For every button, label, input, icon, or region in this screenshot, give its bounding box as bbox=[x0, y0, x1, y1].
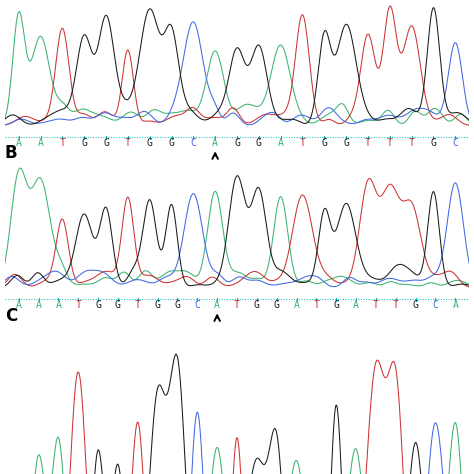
Text: T: T bbox=[135, 300, 141, 310]
Text: G: G bbox=[333, 300, 339, 310]
Text: C: C bbox=[194, 300, 200, 310]
Text: T: T bbox=[373, 300, 379, 310]
Text: C: C bbox=[452, 138, 458, 148]
Text: G: G bbox=[81, 138, 87, 148]
Text: T: T bbox=[387, 138, 393, 148]
Text: A: A bbox=[214, 300, 220, 310]
Text: A: A bbox=[55, 300, 61, 310]
Text: A: A bbox=[36, 300, 41, 310]
Text: T: T bbox=[125, 138, 131, 148]
Text: T: T bbox=[234, 300, 240, 310]
Text: G: G bbox=[413, 300, 419, 310]
Text: T: T bbox=[313, 300, 319, 310]
Text: G: G bbox=[103, 138, 109, 148]
Text: T: T bbox=[365, 138, 371, 148]
Text: T: T bbox=[59, 138, 65, 148]
Text: A: A bbox=[212, 138, 218, 148]
Text: G: G bbox=[174, 300, 181, 310]
Text: C: C bbox=[191, 138, 196, 148]
Text: T: T bbox=[393, 300, 399, 310]
Text: A: A bbox=[37, 138, 44, 148]
Text: A: A bbox=[293, 300, 300, 310]
Text: T: T bbox=[300, 138, 305, 148]
Text: G: G bbox=[147, 138, 153, 148]
Text: G: G bbox=[234, 138, 240, 148]
Text: G: G bbox=[155, 300, 161, 310]
Text: G: G bbox=[274, 300, 280, 310]
Text: G: G bbox=[115, 300, 121, 310]
Text: A: A bbox=[16, 138, 22, 148]
Text: T: T bbox=[75, 300, 81, 310]
Text: C: C bbox=[5, 307, 17, 325]
Text: G: G bbox=[254, 300, 260, 310]
Text: G: G bbox=[343, 138, 349, 148]
Text: G: G bbox=[256, 138, 262, 148]
Text: G: G bbox=[321, 138, 327, 148]
Text: A: A bbox=[278, 138, 283, 148]
Text: A: A bbox=[353, 300, 359, 310]
Text: C: C bbox=[433, 300, 438, 310]
Text: G: G bbox=[169, 138, 174, 148]
Text: G: G bbox=[430, 138, 437, 148]
Text: A: A bbox=[16, 300, 22, 310]
Text: B: B bbox=[5, 145, 18, 163]
Text: G: G bbox=[95, 300, 101, 310]
Text: T: T bbox=[409, 138, 415, 148]
Text: A: A bbox=[452, 300, 458, 310]
